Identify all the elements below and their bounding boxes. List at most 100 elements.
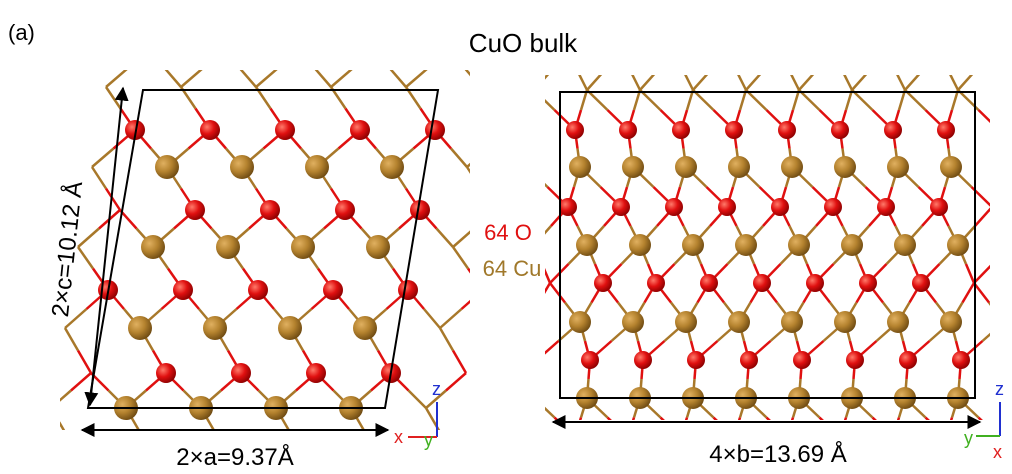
bond [974, 207, 990, 227]
o-atom [559, 198, 577, 216]
bond [586, 75, 603, 91]
o-atom [185, 200, 205, 220]
bond [60, 389, 72, 402]
bond [70, 372, 92, 392]
bond [262, 471, 282, 474]
bond [337, 471, 357, 474]
o-atom [937, 121, 955, 139]
cu-atom [781, 156, 803, 178]
bond [992, 187, 998, 207]
bond [522, 110, 528, 130]
bond [924, 416, 930, 420]
o-atom [619, 121, 637, 139]
cu-atom [230, 155, 254, 179]
o-atom [647, 274, 665, 292]
height-label: 2×c=10.12 Å [46, 180, 88, 318]
cu-atom [834, 311, 856, 333]
bond [152, 453, 170, 471]
cu-atom [216, 235, 240, 259]
cu-atom [366, 235, 390, 259]
bond [496, 109, 511, 131]
bond [977, 109, 990, 123]
width-label: 2×a=9.37Å [176, 443, 293, 471]
cu-atom [887, 311, 909, 333]
cu-atom [622, 311, 644, 333]
axis-x-right-label: x [993, 442, 1002, 462]
bond [302, 453, 320, 471]
bond [105, 70, 128, 88]
bond [684, 417, 689, 420]
bond [460, 299, 470, 310]
bond [481, 87, 496, 109]
cu-atom [728, 156, 750, 178]
o-atom [275, 120, 295, 140]
bond [449, 50, 465, 69]
o-atom [806, 274, 824, 292]
o-atom [566, 121, 584, 139]
cu-atom [380, 155, 404, 179]
o-atom [793, 351, 811, 369]
bond [685, 89, 695, 111]
o-atom [260, 200, 280, 220]
cu-atom [622, 156, 644, 178]
o-atom [425, 120, 445, 140]
bond [545, 406, 556, 419]
bond [239, 70, 257, 88]
bond [522, 437, 525, 457]
o-atom [200, 120, 220, 140]
cu-atom [569, 156, 591, 178]
cu-atom [629, 234, 651, 256]
bond [981, 332, 990, 342]
bond [545, 75, 550, 80]
bond [536, 360, 538, 379]
cu-atom [128, 316, 152, 340]
bond [975, 52, 992, 71]
bond [64, 308, 88, 329]
bond [843, 417, 848, 420]
bond [464, 70, 470, 77]
bond [528, 90, 534, 110]
bond [1002, 226, 1012, 245]
bond [998, 167, 1004, 187]
bond [180, 70, 203, 88]
o-atom [725, 121, 743, 139]
bond [949, 75, 960, 91]
bond [639, 75, 656, 91]
bond [545, 282, 552, 294]
bond [466, 267, 470, 274]
bond [423, 308, 441, 329]
cu-atom [887, 156, 909, 178]
bond [149, 50, 165, 69]
o-atom [231, 363, 251, 383]
bond [896, 417, 901, 420]
bond [489, 130, 511, 149]
o-atom [930, 198, 948, 216]
bond [586, 89, 609, 111]
o-atom [771, 198, 789, 216]
o-atom [877, 198, 895, 216]
bond [684, 75, 695, 91]
bond [922, 52, 939, 71]
cu-atom [841, 234, 863, 256]
bond [445, 372, 467, 392]
cu-atom [682, 234, 704, 256]
bond [816, 52, 833, 71]
o-atom [323, 280, 343, 300]
bond [674, 52, 684, 71]
o-atom [398, 280, 418, 300]
bond [1005, 398, 1011, 418]
bond [886, 52, 896, 71]
height-arrow [84, 86, 129, 407]
bond [320, 471, 338, 474]
cu-atom [788, 234, 810, 256]
axis-x-label: x [394, 427, 403, 447]
bond [639, 89, 662, 111]
bond [439, 308, 463, 329]
bond [553, 416, 559, 420]
bond [957, 75, 974, 91]
b-label: 4×b=13.69 Å [709, 440, 846, 468]
bond [451, 349, 468, 374]
bond [451, 246, 470, 270]
